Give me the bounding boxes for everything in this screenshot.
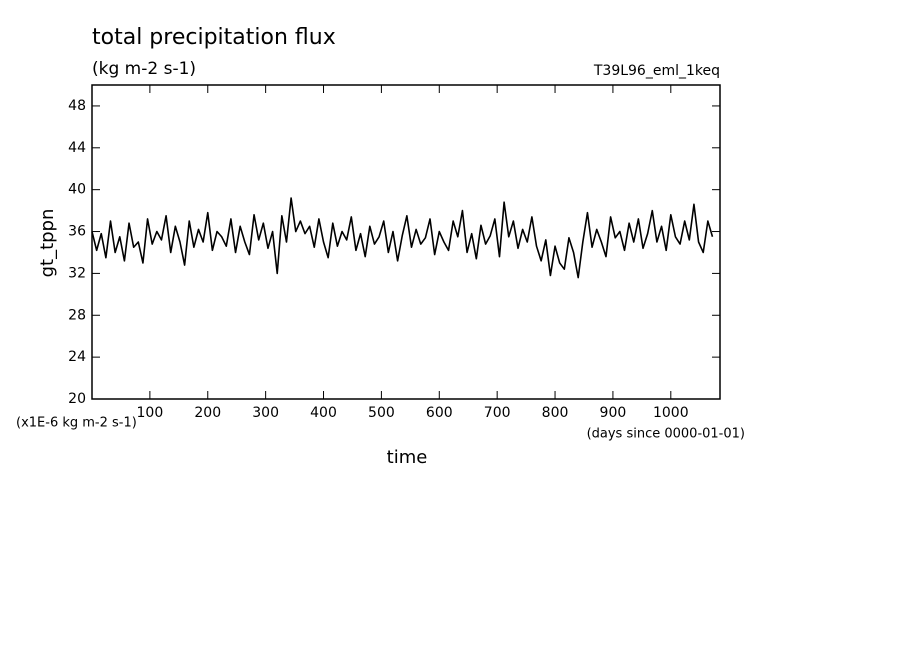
- y-axis-label: gt_tppn: [37, 209, 58, 278]
- y-unit-label: (x1E-6 kg m-2 s-1): [16, 416, 137, 431]
- x-tick-label: 1000: [653, 405, 689, 421]
- y-tick-label: 20: [68, 391, 86, 407]
- x-tick-label: 600: [426, 405, 453, 421]
- x-tick-label: 200: [194, 405, 221, 421]
- y-tick-label: 44: [68, 140, 86, 156]
- y-tick-label: 48: [68, 98, 86, 114]
- x-tick-label: 400: [310, 405, 337, 421]
- x-tick-label: 300: [252, 405, 279, 421]
- chart-title: total precipitation flux: [92, 25, 336, 50]
- x-unit-label: (days since 0000-01-01): [587, 427, 745, 442]
- x-tick-label: 100: [137, 405, 164, 421]
- y-tick-label: 28: [68, 307, 86, 323]
- y-tick-label: 40: [68, 182, 86, 198]
- annotation: T39L96_eml_1keq: [593, 63, 720, 79]
- line-series: [91, 197, 714, 279]
- x-tick-label: 800: [542, 405, 569, 421]
- chart-subtitle: (kg m-2 s-1): [92, 59, 196, 79]
- x-tick-label: 700: [484, 405, 511, 421]
- x-tick-label: 500: [368, 405, 395, 421]
- y-tick-label: 36: [68, 224, 86, 240]
- y-tick-label: 32: [68, 265, 86, 281]
- y-tick-label: 24: [68, 349, 86, 365]
- x-tick-label: 900: [600, 405, 627, 421]
- plot-frame: [91, 84, 721, 400]
- x-axis-label: time: [387, 447, 428, 468]
